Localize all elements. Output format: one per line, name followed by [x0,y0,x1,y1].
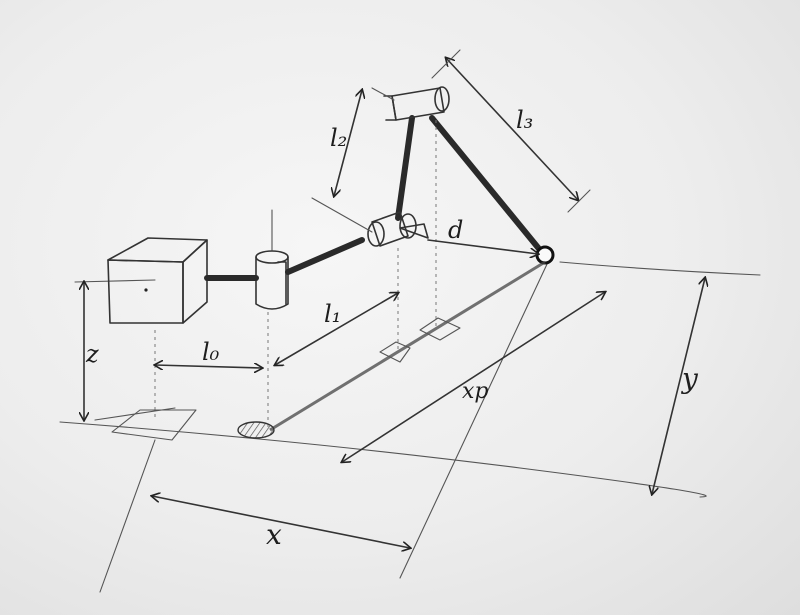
label-l3: l₃ [516,106,533,134]
ground-lines [59,261,761,593]
dim-x [152,496,410,548]
end-effector [535,245,555,265]
label-x: x [266,518,282,551]
x-axis-guide [99,439,156,593]
dim-xp [342,292,605,462]
label-d: d [448,216,463,244]
dim-l0 [155,365,262,368]
dimension-lines [84,49,705,548]
link-l1 [285,237,365,275]
xp-axis-guide [399,261,549,579]
dim-l2 [334,90,362,196]
label-xp: xp [462,379,489,404]
label-l0: l₀ [202,338,220,366]
label-l2: l₂ [330,124,347,152]
label-y: y [680,362,699,395]
dim-l3 [446,58,578,200]
labels: l₀ l₁ l₂ l₃ d z y x xp [85,106,699,551]
dim-d [427,239,538,254]
elbow-joint [311,197,429,247]
dim-y [652,278,705,494]
base-box [107,237,208,324]
label-l1: l₁ [324,300,341,328]
shoulder-joint [255,209,289,310]
wrist-joint [371,86,450,121]
label-z: z [85,340,99,368]
link-l2 [395,115,415,221]
